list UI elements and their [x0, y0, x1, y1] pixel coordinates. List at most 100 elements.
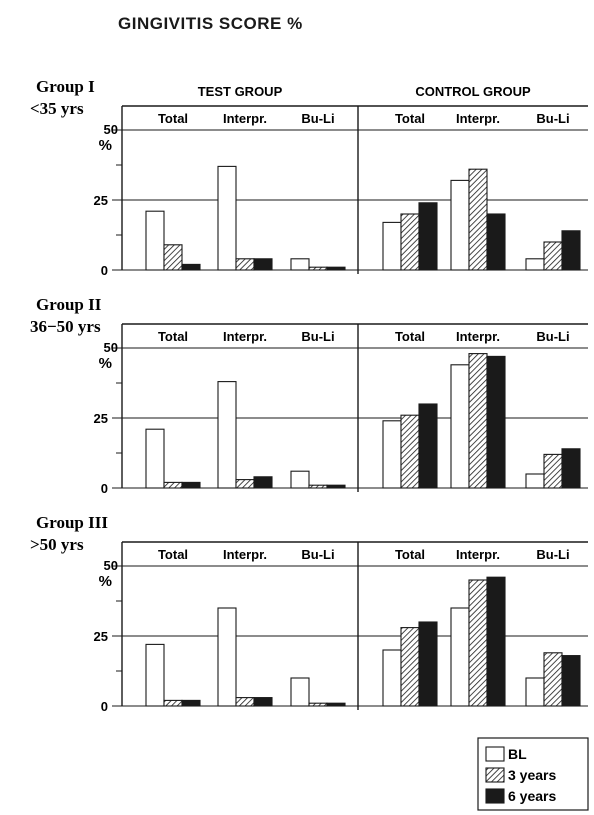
tick-label-0: 0: [101, 263, 108, 278]
test-subcategory-bu-li: Bu-Li: [301, 329, 334, 344]
bar-test-interpr-6-years: [253, 697, 273, 707]
bar-test-interpr-3-years: [235, 697, 255, 707]
control-subcategory-bu-li: Bu-Li: [536, 329, 569, 344]
legend-label-6-years: 6 years: [508, 788, 556, 804]
group-age: >50 yrs: [30, 535, 84, 554]
bar-control-bu-li-6-years: [561, 448, 581, 489]
bar-test-bu-li-3-years: [308, 484, 328, 489]
group-name: Group I: [36, 77, 95, 96]
bar-test-bu-li-3-years: [308, 266, 328, 271]
legend-swatch-6-years: [485, 788, 505, 804]
unit-label: %: [99, 137, 112, 154]
group-age: <35 yrs: [30, 99, 84, 118]
bar-test-total-6-years: [181, 481, 201, 489]
bar-test-total-3-years: [163, 481, 183, 489]
bar-test-total-bl: [145, 428, 165, 489]
bar-control-total-bl: [382, 420, 402, 489]
tick-label-25: 25: [94, 193, 108, 208]
bar-control-total-3-years: [400, 627, 420, 707]
bar-control-total-3-years: [400, 414, 420, 489]
test-subcategory-bu-li: Bu-Li: [301, 547, 334, 562]
bar-test-bu-li-bl: [290, 258, 310, 271]
tick-label-0: 0: [101, 481, 108, 496]
chart-title: GINGIVITIS SCORE %: [118, 14, 303, 33]
bar-test-total-bl: [145, 643, 165, 707]
legend-label-3-years: 3 years: [508, 767, 556, 783]
bar-control-interpr-6-years: [486, 213, 506, 271]
bar-control-total-3-years: [400, 213, 420, 271]
bar-test-bu-li-bl: [290, 677, 310, 707]
tick-label-50: 50: [104, 122, 118, 137]
test-subcategory-total: Total: [158, 111, 188, 126]
test-subcategory-total: Total: [158, 547, 188, 562]
bar-control-interpr-3-years: [468, 579, 488, 707]
control-subcategory-total: Total: [395, 547, 425, 562]
legend-swatch-bl: [485, 746, 505, 762]
legend-label-bl: BL: [508, 746, 527, 762]
panel-row-1: Group I <35 yrs TEST GROUP CONTROL GROUP 0 25…: [30, 77, 588, 278]
bar-test-total-6-years: [181, 263, 201, 271]
legend-box: [477, 737, 589, 811]
bar-control-total-6-years: [418, 403, 438, 489]
bar-control-bu-li-6-years: [561, 655, 581, 707]
test-subcategory-interpr: Interpr.: [223, 547, 267, 562]
legend-swatch-3-years: [485, 767, 505, 783]
bar-control-total-6-years: [418, 202, 438, 271]
bar-test-interpr-bl: [217, 607, 237, 707]
test-subcategory-interpr: Interpr.: [223, 329, 267, 344]
bar-control-interpr-6-years: [486, 355, 506, 489]
control-subcategory-interpr: Interpr.: [456, 329, 500, 344]
tick-label-50: 50: [104, 558, 118, 573]
bar-control-bu-li-bl: [525, 677, 545, 707]
bar-control-interpr-3-years: [468, 168, 488, 271]
test-subcategory-total: Total: [158, 329, 188, 344]
bar-control-interpr-3-years: [468, 353, 488, 489]
bar-test-bu-li-6-years: [326, 702, 346, 707]
group-age: 36−50 yrs: [30, 317, 101, 336]
bar-test-total-6-years: [181, 699, 201, 707]
control-group-header: CONTROL GROUP: [415, 84, 531, 99]
control-subcategory-total: Total: [395, 329, 425, 344]
control-subcategory-total: Total: [395, 111, 425, 126]
bar-test-interpr-6-years: [253, 258, 273, 271]
bar-test-interpr-3-years: [235, 258, 255, 271]
group-name: Group II: [36, 295, 102, 314]
bar-control-interpr-6-years: [486, 576, 506, 707]
test-group-header: TEST GROUP: [198, 84, 283, 99]
bar-control-bu-li-bl: [525, 473, 545, 489]
tick-label-25: 25: [94, 411, 108, 426]
bar-control-interpr-bl: [450, 364, 470, 489]
bar-control-bu-li-bl: [525, 258, 545, 271]
bar-test-total-bl: [145, 210, 165, 271]
tick-label-25: 25: [94, 629, 108, 644]
bar-control-interpr-bl: [450, 179, 470, 271]
tick-label-50: 50: [104, 340, 118, 355]
bar-control-total-bl: [382, 221, 402, 271]
unit-label: %: [99, 355, 112, 372]
bar-control-total-6-years: [418, 621, 438, 707]
bar-test-bu-li-3-years: [308, 702, 328, 707]
control-subcategory-bu-li: Bu-Li: [536, 547, 569, 562]
bar-test-interpr-bl: [217, 381, 237, 489]
bar-test-bu-li-6-years: [326, 484, 346, 489]
bar-control-bu-li-6-years: [561, 230, 581, 271]
control-subcategory-bu-li: Bu-Li: [536, 111, 569, 126]
unit-label: %: [99, 573, 112, 590]
bar-test-total-3-years: [163, 244, 183, 271]
control-subcategory-interpr: Interpr.: [456, 547, 500, 562]
bar-control-bu-li-3-years: [543, 241, 563, 271]
test-subcategory-interpr: Interpr.: [223, 111, 267, 126]
bar-control-total-bl: [382, 649, 402, 707]
group-name: Group III: [36, 513, 108, 532]
bar-test-interpr-bl: [217, 165, 237, 271]
bar-test-interpr-3-years: [235, 479, 255, 489]
bar-control-bu-li-3-years: [543, 453, 563, 489]
panel-row-3: Group III >50 yrs 0 25 50% Total Interpr. Bu-Li…: [30, 513, 588, 714]
panel-row-2: Group II 36−50 yrs 0 25 50% Total Interpr. Bu-L…: [30, 295, 588, 496]
test-subcategory-bu-li: Bu-Li: [301, 111, 334, 126]
bar-test-bu-li-bl: [290, 470, 310, 489]
bar-control-interpr-bl: [450, 607, 470, 707]
bar-test-interpr-6-years: [253, 476, 273, 489]
bar-control-bu-li-3-years: [543, 652, 563, 707]
